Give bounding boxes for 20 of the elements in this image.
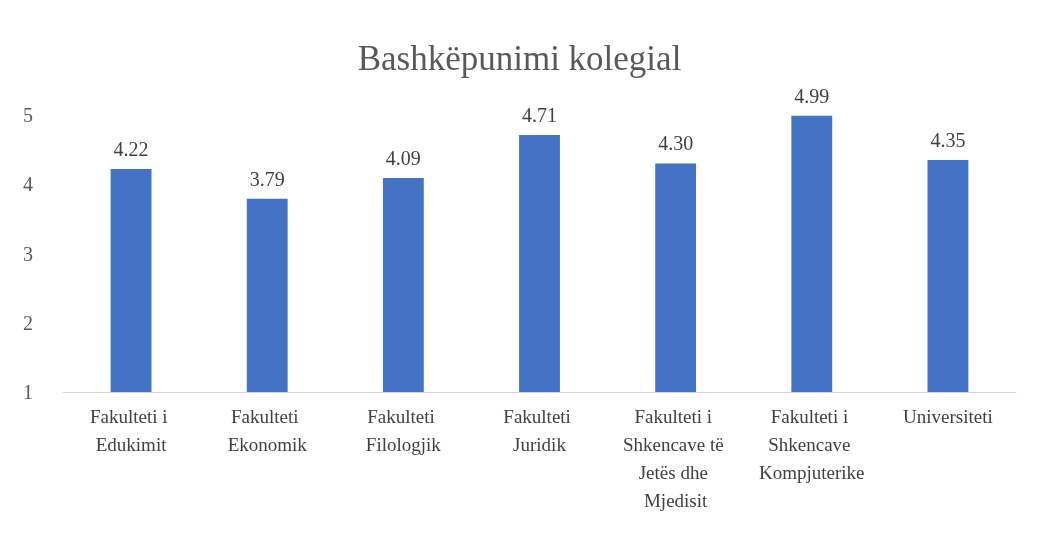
data-label: 4.09	[385, 147, 421, 170]
data-label: 4.99	[794, 84, 830, 107]
x-tick-label: Fakulteti i Edukimit	[89, 405, 173, 455]
chart-title: Bashkëpunimi kolegial	[357, 39, 682, 78]
data-label: 4.71	[522, 104, 557, 127]
x-tick-label: Fakulteti Filologjik	[365, 405, 442, 455]
x-tick-label: Fakulteti Juridik	[503, 405, 576, 455]
y-tick-label: 4	[23, 173, 33, 196]
data-label: 4.30	[658, 132, 694, 155]
data-label: 4.35	[930, 129, 966, 152]
x-tick-label: Universiteti	[903, 405, 993, 427]
x-tick-label: Fakulteti Ekonomik	[227, 405, 308, 455]
y-tick-label: 1	[23, 381, 33, 403]
y-tick-label: 5	[23, 104, 33, 126]
x-tick-label: Fakulteti i Shkencave të Jetës dhe Mjedisit	[622, 405, 729, 511]
y-tick-label: 3	[23, 242, 33, 265]
data-label: 3.79	[249, 167, 285, 190]
y-tick-label: 2	[23, 311, 33, 334]
data-label: 4.22	[113, 138, 149, 161]
x-tick-label: Fakulteti i Shkencave Kompjuterike	[759, 405, 865, 483]
